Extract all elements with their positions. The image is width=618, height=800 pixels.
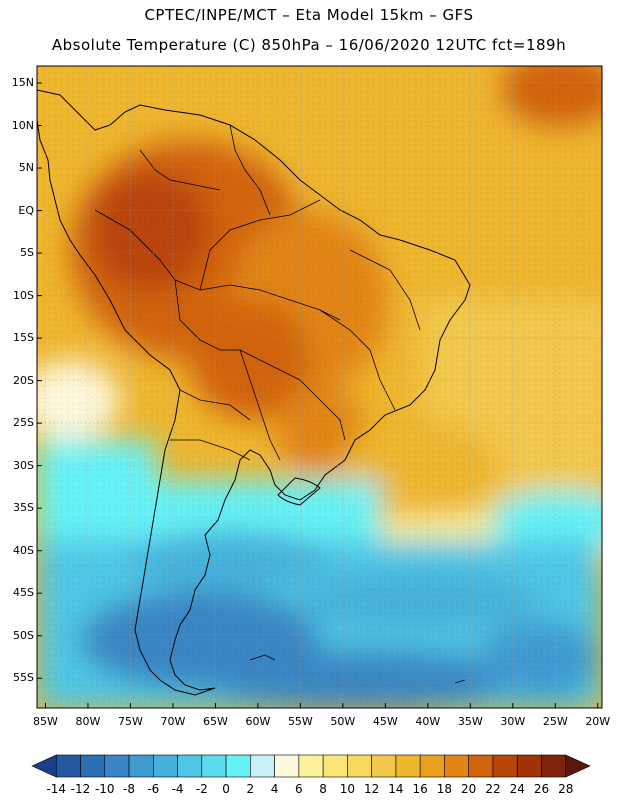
colorbar-swatch [541,754,567,778]
country-borders [94,124,421,461]
colorbar-label: 0 [222,782,230,796]
coastline [37,89,471,696]
colorbar-label: -12 [70,782,91,796]
colorbar-label: 2 [246,782,255,796]
lat-tick-label: 45S [13,586,34,600]
map-frame [36,65,603,709]
colorbar-swatch [153,754,178,778]
colorbar-label: 12 [364,782,380,796]
colorbar-swatch [177,754,203,778]
lon-tick-label: 45W [372,715,398,728]
colorbar-label: -8 [123,782,136,796]
colorbar-label: 6 [295,782,303,796]
lat-tick-label: 5S [20,246,34,260]
lon-tick-label: 30W [500,715,526,728]
colorbar-label: -6 [147,782,160,796]
colorbar-swatch [104,754,130,778]
colorbar-label: 18 [436,782,453,796]
lon-tick-label: 60W [245,715,271,728]
colorbar-label: 16 [412,782,428,796]
lon-tick-label: 85W [33,715,58,728]
colorbar-label: 8 [319,782,327,796]
colorbar [31,754,591,778]
colorbar-swatch [274,754,300,778]
lon-tick-label: 20W [585,715,611,728]
colorbar-label: 24 [509,782,525,796]
lat-tick-label: 20S [13,373,34,387]
colorbar-swatch [80,754,106,778]
colorbar-swatch [395,754,421,778]
lat-tick-label: 25S [13,416,34,430]
colorbar-swatch [347,754,372,778]
map-subtitle: Absolute Temperature (C) 850hPa – 16/06/… [51,36,567,54]
colorbar-swatch [516,754,542,778]
colorbar-label: 22 [485,782,501,796]
colorbar-label: 4 [270,782,279,796]
lat-tick-label: 30S [13,458,34,472]
colorbar-label: 28 [558,782,574,796]
colorbar-label: -14 [46,782,67,796]
lat-tick-label: 10S [13,288,34,302]
colorbar-swatch [444,754,469,778]
lat-tick-label: 50S [13,628,34,642]
colorbar-swatch [201,754,227,778]
colorbar-swatch [128,754,154,778]
colorbar-swatch [298,754,324,778]
colorbar-label: -2 [195,782,208,796]
lon-tick-label: 35W [457,715,483,728]
map-title: CPTEC/INPE/MCT – Eta Model 15km – GFS [144,6,474,24]
lon-tick-label: 55W [287,715,313,728]
colorbar-swatch [492,754,518,778]
colorbar-swatch [250,754,275,778]
colorbar-label: -4 [171,782,184,796]
colorbar-low-arrow [31,754,57,778]
lat-tick-label: 35S [13,501,34,515]
colorbar-swatch [55,754,81,778]
colorbar-swatch [225,754,251,778]
lat-tick-label: 10N [11,118,34,132]
lon-tick-label: 50W [330,715,356,728]
lon-tick-label: 40W [415,715,441,728]
temperature-field [37,66,602,708]
colorbar-label: 10 [339,782,356,796]
lat-tick-label: 40S [13,543,34,557]
colorbar-label: 20 [461,782,477,796]
lon-tick-label: 75W [118,715,143,728]
colorbar-label: -10 [94,782,115,796]
lat-tick-label: 5N [18,161,34,175]
colorbar-swatch [322,754,348,778]
lon-tick-label: 70W [160,715,186,728]
colorbar-swatch [468,754,494,778]
colorbar-label: 14 [388,782,404,796]
lat-tick-label: 55S [13,671,34,685]
lat-tick-label: 15S [13,331,34,345]
colorbar-high-arrow [565,754,591,778]
lat-tick-label: EQ [18,203,34,217]
lon-tick-label: 65W [202,715,228,728]
colorbar-swatch [419,754,445,778]
colorbar-swatch [371,754,397,778]
lon-tick-label: 25W [542,715,568,728]
lat-tick-label: 15N [11,76,34,89]
lon-tick-label: 80W [75,715,101,728]
colorbar-label: 26 [533,782,550,796]
